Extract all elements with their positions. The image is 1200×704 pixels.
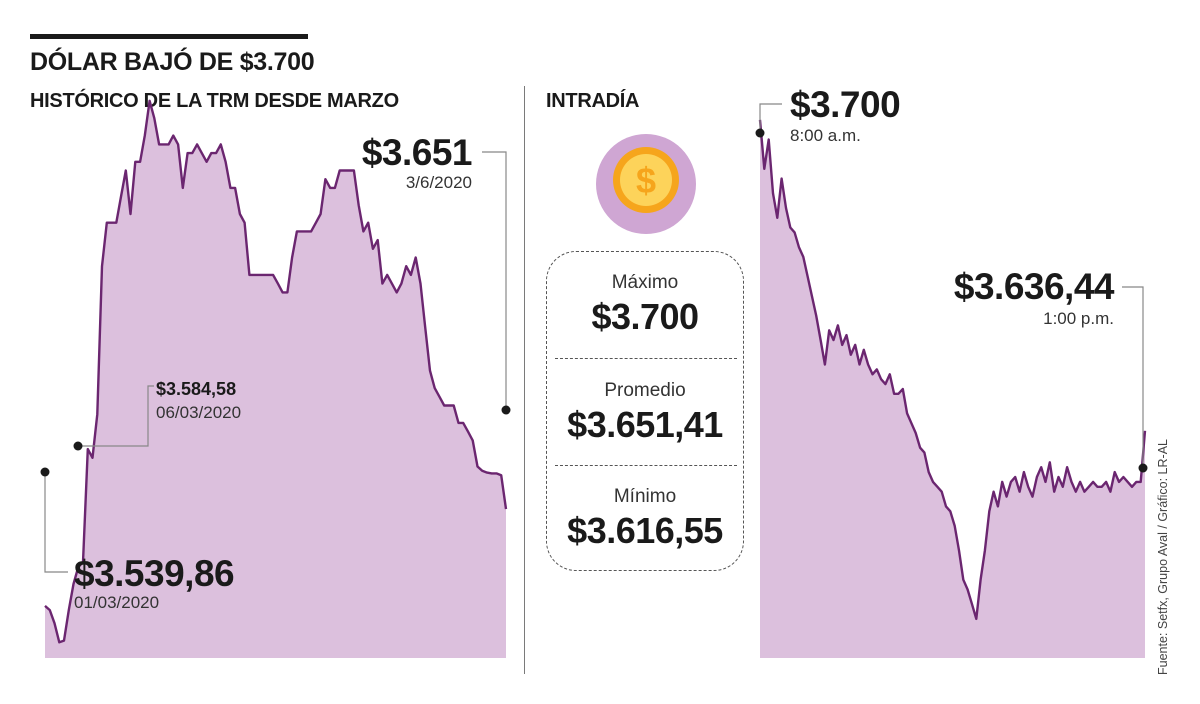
source-text: Fuente: Setfx, Grupo Aval / Gráfico: LR-… bbox=[1156, 439, 1170, 675]
stat-separator bbox=[555, 358, 737, 359]
leader-hist-start bbox=[44, 472, 68, 573]
intraday-area-fill bbox=[760, 119, 1145, 658]
section-divider bbox=[524, 86, 525, 674]
label-hist-jump-value: $3.584,58 bbox=[156, 379, 237, 399]
intraday-series-line bbox=[758, 119, 1147, 621]
stat-avg-value: $3.651,41 bbox=[567, 404, 723, 445]
dot-hist-start bbox=[40, 467, 50, 477]
label-hist-jump-date: 06/03/2020 bbox=[156, 403, 242, 422]
dot-intra-open bbox=[755, 128, 765, 138]
stat-separator bbox=[555, 465, 737, 466]
stats-panel: Máximo $3.700 Promedio $3.651,41 Mínimo … bbox=[546, 251, 744, 571]
label-intra-open-value: $3.700 bbox=[790, 84, 901, 125]
stat-avg-label: Promedio bbox=[604, 380, 686, 401]
stat-min-value: $3.616,55 bbox=[567, 510, 723, 551]
intraday-section-title: INTRADÍA bbox=[546, 90, 640, 112]
label-intra-open-time: 8:00 a.m. bbox=[790, 126, 861, 145]
historic-area-fill bbox=[45, 100, 506, 659]
leader-intra-close bbox=[1122, 286, 1144, 468]
stat-avg: Promedio $3.651,41 bbox=[547, 380, 743, 446]
svg-text:$: $ bbox=[636, 160, 656, 201]
dot-intra-close bbox=[1138, 463, 1148, 473]
leader-intra-open bbox=[759, 103, 782, 133]
label-hist-end-value: $3.651 bbox=[361, 132, 473, 173]
chart-title: DÓLAR BAJÓ DE $3.700 bbox=[30, 48, 315, 76]
label-intra-close-time: 1:00 p.m. bbox=[1043, 309, 1114, 328]
stat-max-value: $3.700 bbox=[591, 296, 699, 337]
label-hist-start-date: 01/03/2020 bbox=[74, 593, 160, 612]
stat-max-label: Máximo bbox=[611, 272, 679, 293]
intraday-chart bbox=[758, 119, 1147, 658]
leader-hist-end bbox=[482, 151, 507, 410]
label-hist-start-value: $3.539,86 bbox=[74, 553, 235, 594]
historic-series-line bbox=[44, 99, 508, 644]
stat-min-label: Mínimo bbox=[613, 486, 677, 507]
stat-max: Máximo $3.700 bbox=[547, 272, 743, 338]
historic-chart bbox=[44, 99, 508, 659]
dollar-coin-icon: $ bbox=[596, 134, 696, 234]
historic-section-title: HISTÓRICO DE LA TRM DESDE MARZO bbox=[30, 90, 399, 112]
stat-min: Mínimo $3.616,55 bbox=[547, 486, 743, 552]
dot-hist-jump bbox=[73, 441, 83, 451]
leader-hist-jump bbox=[78, 385, 154, 447]
title-rule bbox=[30, 34, 308, 39]
source-credit: Fuente: Setfx, Grupo Aval / Gráfico: LR-… bbox=[1156, 439, 1170, 676]
label-hist-end-date: 3/6/2020 bbox=[405, 173, 472, 192]
dot-hist-end bbox=[501, 405, 511, 415]
label-intra-close-value: $3.636,44 bbox=[953, 266, 1115, 307]
